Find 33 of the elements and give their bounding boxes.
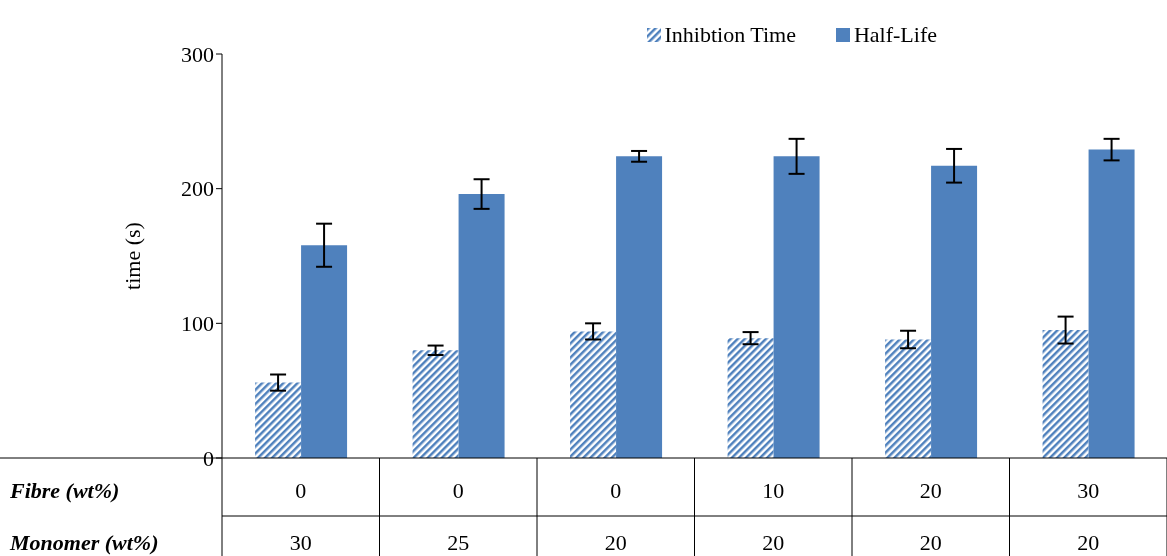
- bar: [727, 338, 774, 458]
- bar: [255, 382, 302, 458]
- bar: [570, 331, 617, 458]
- x-tick-label: 20: [919, 478, 942, 503]
- bar: [773, 156, 820, 458]
- text: Fibre (wt%): [9, 478, 120, 503]
- y-tick-label: 200: [181, 176, 214, 202]
- bar: [301, 245, 348, 458]
- text: 20: [604, 530, 627, 555]
- x-tick-label: 0: [610, 478, 622, 503]
- x-tick-label: 30: [1077, 478, 1100, 503]
- bar: [1088, 149, 1135, 458]
- bar: [931, 165, 978, 458]
- y-tick-label: 300: [181, 41, 214, 67]
- text: 30: [289, 530, 312, 555]
- y-tick-label: 0: [203, 445, 214, 471]
- legend-label: Half-Life: [852, 22, 937, 48]
- x-tick-label: 0: [452, 478, 464, 503]
- bar: [412, 350, 459, 458]
- text: 20: [919, 530, 942, 555]
- text: 25: [447, 530, 470, 555]
- bar: [616, 156, 663, 458]
- text: Monomer (wt%): [9, 530, 159, 555]
- y-tick-label: 100: [181, 311, 214, 337]
- x-tick-label: 10: [762, 478, 785, 503]
- text: 20: [1077, 530, 1100, 555]
- x-tick-label: 0: [295, 478, 307, 503]
- y-axis-title: time (s): [119, 222, 145, 290]
- legend-label: Inhibtion Time: [663, 22, 796, 48]
- bar: [885, 339, 932, 458]
- bar: [458, 194, 505, 458]
- text: 20: [762, 530, 785, 555]
- bar: [1042, 330, 1089, 458]
